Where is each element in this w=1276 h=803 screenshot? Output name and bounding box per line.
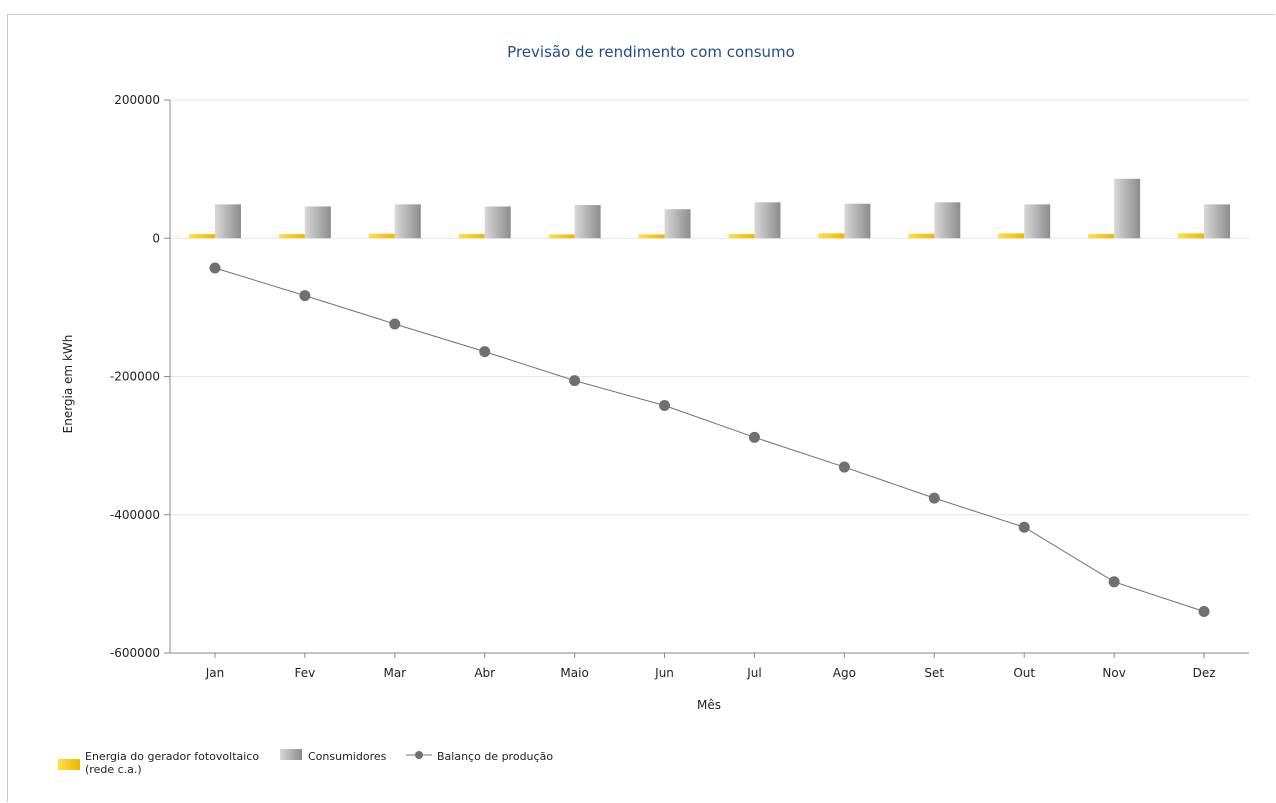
bar-pv-fev [278, 234, 305, 239]
balance-point-nov [1108, 576, 1120, 588]
bar-pv-jun [638, 234, 665, 239]
legend-label-pv: Energia do gerador fotovoltaico [85, 750, 259, 763]
x-tick-label-ago: Ago [833, 666, 856, 680]
bar-consumers-jan [214, 204, 241, 239]
chart-frame: Previsão de rendimento com consumo 20000… [7, 14, 1275, 802]
bar-pv-dez [1178, 233, 1205, 239]
y-axis-ticks: 200000 0 -200000 -400000 -600000 [110, 93, 170, 660]
bar-consumers-abr [484, 206, 511, 239]
bar-pv-jan [188, 234, 215, 239]
x-axis-label: Mês [697, 698, 721, 712]
bar-consumers-jul [754, 202, 781, 239]
bar-consumers-maio [574, 205, 601, 239]
balance-point-ago [838, 461, 850, 473]
bar-consumers-set [934, 202, 961, 239]
balance-line [214, 267, 1205, 612]
chart-svg: Previsão de rendimento com consumo 20000… [58, 43, 1249, 776]
bar-consumers-mar [394, 204, 421, 239]
legend-swatch-consumers [280, 749, 302, 760]
x-tick-label-jul: Jul [746, 666, 761, 680]
bar-consumers-out [1024, 204, 1051, 239]
bar-pv-ago [818, 233, 845, 239]
balance-point-maio [569, 375, 581, 387]
balance-point-out [1018, 521, 1030, 533]
x-tick-label-jan: Jan [205, 666, 225, 680]
bar-consumers-dez [1204, 204, 1231, 239]
legend: Energia do gerador fotovoltaico(rede c.a… [58, 749, 553, 776]
bar-consumers-jun [664, 209, 691, 239]
x-axis-ticks: Jan Fev Mar Abr Maio Jun Jul Ago Set Out Nov Dez [205, 653, 1216, 680]
balance-point-abr [479, 346, 491, 358]
bar-pv-mar [368, 233, 395, 239]
y-tick-label: -400000 [110, 508, 160, 522]
x-tick-label-fev: Fev [295, 666, 316, 680]
x-tick-label-maio: Maio [560, 666, 588, 680]
x-tick-label-jun: Jun [654, 666, 674, 680]
balance-point-fev [299, 290, 311, 302]
legend-label-pv: (rede c.a.) [85, 763, 142, 776]
bar-pv-set [908, 233, 935, 239]
bar-pv-out [998, 233, 1025, 239]
x-tick-label-set: Set [924, 666, 944, 680]
x-tick-label-mar: Mar [383, 666, 406, 680]
balance-point-jul [748, 431, 760, 443]
balance-point-set [928, 492, 940, 504]
bars-group [188, 178, 1231, 239]
x-tick-label-out: Out [1013, 666, 1035, 680]
chart-title: Previsão de rendimento com consumo [507, 43, 795, 61]
legend-label-consumers: Consumidores [308, 750, 387, 763]
balance-point-jun [659, 400, 671, 412]
x-tick-label-nov: Nov [1102, 666, 1125, 680]
y-axis-label: Energia em kWh [61, 335, 75, 434]
y-tick-label: 0 [152, 231, 160, 245]
bar-pv-maio [548, 234, 575, 239]
balance-line-group [209, 262, 1210, 618]
x-tick-label-dez: Dez [1193, 666, 1216, 680]
bar-consumers-nov [1114, 178, 1141, 239]
x-axis [169, 100, 1249, 654]
bar-consumers-ago [844, 203, 871, 239]
balance-point-jan [209, 262, 221, 274]
y-tick-label: -200000 [110, 370, 160, 384]
bar-pv-jul [728, 234, 755, 239]
legend-swatch-balance-point [415, 751, 423, 759]
x-tick-label-abr: Abr [474, 666, 495, 680]
balance-point-mar [389, 318, 401, 330]
bar-consumers-fev [304, 206, 331, 239]
legend-label-balance: Balanço de produção [437, 750, 553, 763]
y-tick-label: -600000 [110, 646, 160, 660]
y-tick-label: 200000 [114, 93, 160, 107]
balance-point-dez [1198, 606, 1210, 618]
bar-pv-abr [458, 234, 485, 239]
legend-swatch-pv [58, 759, 80, 770]
bar-pv-nov [1088, 234, 1115, 239]
grid-lines [170, 99, 1249, 654]
